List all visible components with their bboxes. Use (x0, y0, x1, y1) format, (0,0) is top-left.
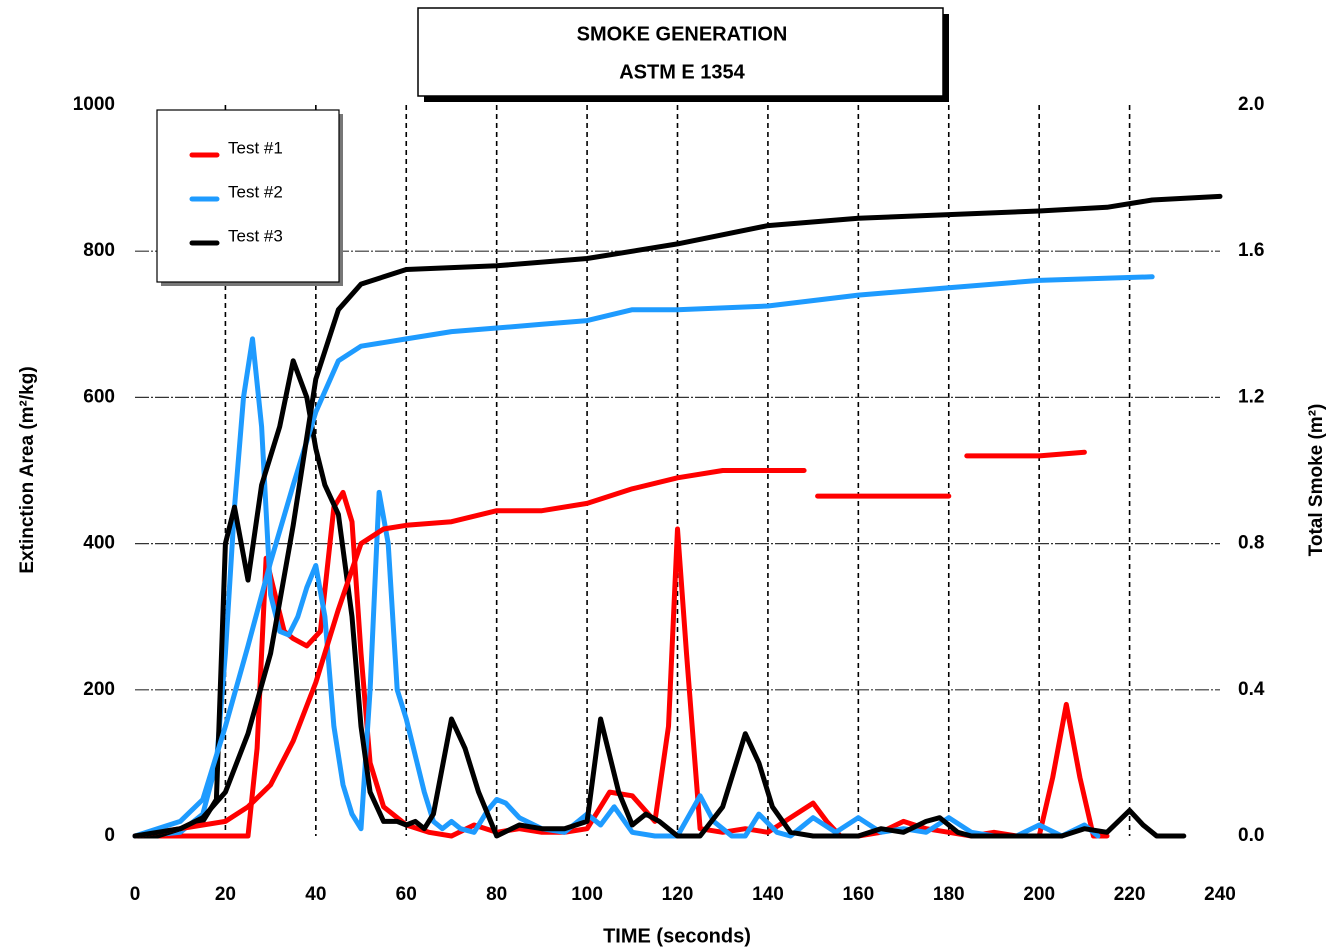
x-tick-label: 60 (396, 884, 417, 905)
x-tick-label: 20 (215, 884, 236, 905)
x-tick-label: 200 (1023, 884, 1055, 905)
plot-area: 0 20 40 60 80 100 120 140 160 180 200 220 240 0 200 400… (73, 94, 1265, 905)
legend-box (156, 109, 340, 283)
extinction-line (132, 336, 1101, 839)
y2-tick-label: 2.0 (1238, 94, 1264, 115)
legend-label: Test #3 (228, 226, 283, 245)
y-tick-label: 0 (104, 825, 115, 846)
x-tick-label: 100 (571, 884, 603, 905)
y-tick-label: 800 (83, 240, 115, 261)
legend-label: Test #1 (228, 138, 283, 157)
y2-tick-label: 1.6 (1238, 240, 1264, 261)
x-tick-label: 160 (842, 884, 874, 905)
y2-tick-label: 0.0 (1238, 825, 1264, 846)
x-tick-label: 0 (130, 884, 141, 905)
y-tick-label: 400 (83, 533, 115, 554)
x-tick-label: 240 (1204, 884, 1236, 905)
y2-tick-label: 1.2 (1238, 386, 1264, 407)
extinction-line (132, 358, 1187, 839)
x-tick-label: 40 (305, 884, 326, 905)
x-tick-label: 220 (1114, 884, 1146, 905)
y-tick-label: 200 (83, 679, 115, 700)
x-axis-label: TIME (seconds) (603, 925, 751, 947)
x-tick-label: 140 (752, 884, 784, 905)
x-tick-label: 80 (486, 884, 507, 905)
y2-tick-label: 0.8 (1238, 533, 1264, 554)
total-smoke-line (132, 449, 1087, 839)
legend-label: Test #2 (228, 182, 283, 201)
y2-axis-label: Total Smoke (m²) (1306, 404, 1327, 557)
chart-title: SMOKE GENERATION (577, 23, 788, 45)
chart-subtitle: ASTM E 1354 (619, 61, 745, 83)
title-box (417, 7, 944, 97)
total-smoke-line (132, 274, 1155, 839)
x-tick-label: 120 (662, 884, 694, 905)
y-tick-label: 600 (83, 386, 115, 407)
y-tick-label: 1000 (73, 94, 115, 115)
total-smoke-line (132, 193, 1223, 839)
legend: Test #1 Test #2 Test #3 (156, 109, 343, 286)
y-axis-label: Extinction Area (m²/kg) (17, 366, 38, 573)
x-tick-label: 180 (933, 884, 965, 905)
y2-tick-label: 0.4 (1238, 679, 1265, 700)
